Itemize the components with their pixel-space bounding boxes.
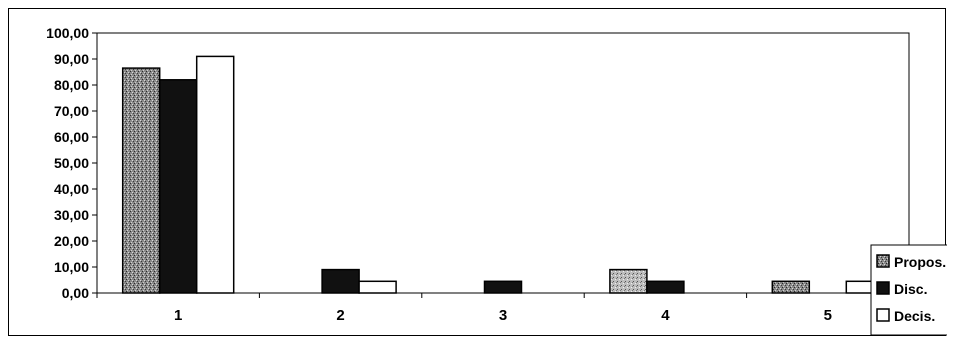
bar-disc-4 [646,280,685,294]
bar-decis-1 [195,55,235,294]
x-tick-label: 3 [499,307,507,324]
bar-chart: 0,00 10,00 20,00 30,00 40,00 50,00 60,00 70,00 8… [46,25,956,336]
y-tick-label: 30,00 [54,207,89,223]
x-tick-label: 4 [661,307,670,324]
bar-propos-1 [121,67,161,294]
y-tick-label: 20,00 [54,233,89,249]
bar-propos-4 [609,268,648,294]
bar-disc-3 [483,280,523,294]
y-tick-label: 50,00 [54,155,89,171]
chart-frame: 0,00 10,00 20,00 30,00 40,00 50,00 60,00 70,00 8… [8,8,956,336]
y-tick-label: 10,00 [54,259,89,275]
y-tick-label: 90,00 [54,51,89,67]
x-tick-label: 2 [336,307,344,324]
y-tick-label: 100,00 [46,25,89,41]
y-tick-label: 0,00 [62,285,89,301]
legend-swatch [876,254,890,268]
y-tick-label: 80,00 [54,77,89,93]
y-tick-label: 40,00 [54,181,89,197]
legend-swatch [876,281,890,295]
legend-label: Propos. [894,254,946,270]
bar-disc-1 [158,79,198,294]
bar-disc-2 [321,268,360,294]
plot-area [121,55,885,294]
bar-propos-5 [771,280,811,294]
legend: Propos. Disc. Decis. [870,244,956,336]
bar-decis-2 [358,280,397,294]
legend-label: Decis. [894,308,935,324]
axes: 0,00 10,00 20,00 30,00 40,00 50,00 60,00 70,00 8… [46,25,910,324]
legend-swatch [876,308,890,322]
legend-label: Disc. [894,281,927,297]
y-tick-label: 60,00 [54,129,89,145]
y-tick-label: 70,00 [54,103,89,119]
x-tick-label: 1 [174,307,182,324]
x-tick-label: 5 [824,307,832,324]
